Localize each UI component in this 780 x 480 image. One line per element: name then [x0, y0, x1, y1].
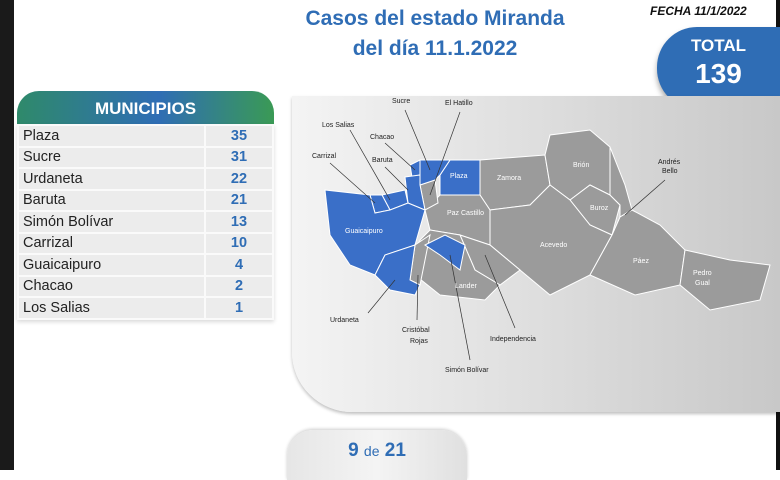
map-label-los-salias: Los Salias	[322, 122, 355, 129]
map-label-sucre: Sucre	[392, 98, 410, 105]
table-row: Chacao 2	[19, 276, 272, 296]
municipio-cases: 2	[206, 276, 272, 296]
map-label-andres-bello-1: Andrés	[658, 159, 681, 166]
map-label-paez: Páez	[633, 258, 649, 265]
map-label-buroz: Buroz	[590, 205, 609, 212]
map-label-plaza: Plaza	[450, 173, 468, 180]
date-label: FECHA 11/1/2022	[650, 4, 747, 18]
table-row: Baruta 21	[19, 190, 272, 210]
region-guaicaipuro[interactable]	[324, 189, 426, 276]
municipio-name: Chacao	[19, 276, 204, 296]
title-line-1: Casos del estado Miranda	[305, 7, 565, 30]
region-pedro-gual[interactable]	[679, 249, 771, 311]
region-chacao[interactable]	[409, 159, 421, 178]
table-row: Simón Bolívar 13	[19, 212, 272, 232]
page-separator: de	[363, 443, 380, 459]
municipio-name: Carrizal	[19, 233, 204, 253]
map-label-cristobal-rojas-2: Rojas	[410, 338, 428, 345]
map-label-urdaneta: Urdaneta	[330, 317, 359, 324]
municipio-name: Baruta	[19, 190, 204, 210]
map-label-pedro-gual-1: Pedro	[693, 270, 712, 277]
municipio-name: Plaza	[19, 126, 204, 146]
total-value: 139	[695, 58, 742, 89]
map-label-simon-bolivar: Simón Bolívar	[445, 367, 489, 374]
map-label-guaicaipuro: Guaicaipuro	[345, 228, 383, 235]
municipio-cases: 21	[206, 190, 272, 210]
map-label-chacao: Chacao	[370, 134, 394, 141]
map-label-acevedo: Acevedo	[540, 242, 567, 249]
map-label-pedro-gual-2: Gual	[695, 280, 710, 287]
map-label-cristobal-rojas-1: Cristóbal	[402, 327, 430, 334]
municipio-name: Simón Bolívar	[19, 212, 204, 232]
total-badge: TOTAL 139	[657, 27, 780, 109]
title-line-2: del día 11.1.2022	[352, 37, 518, 60]
map-label-andres-bello-2: Bello	[662, 168, 678, 175]
municipio-cases: 1	[206, 298, 272, 318]
map-label-zamora: Zamora	[497, 175, 521, 182]
page-current: 9	[348, 440, 359, 461]
page-total: 21	[384, 440, 406, 461]
municipio-cases: 4	[206, 255, 272, 275]
table-row: Plaza 35	[19, 126, 272, 146]
map-label-carrizal: Carrizal	[312, 153, 337, 160]
table-row: Urdaneta 22	[19, 169, 272, 189]
total-label: TOTAL	[690, 36, 747, 55]
map-label-el-hatillo: El Hatillo	[445, 100, 473, 107]
municipio-name: Guaicaipuro	[19, 255, 204, 275]
table-row: Sucre 31	[19, 147, 272, 167]
pagination: 9 de 21	[287, 430, 467, 480]
municipio-cases: 31	[206, 147, 272, 167]
municipio-cases: 10	[206, 233, 272, 253]
leader-lines	[329, 109, 666, 361]
table-row: Los Salias 1	[19, 298, 272, 318]
municipio-cases: 35	[206, 126, 272, 146]
municipio-name: Sucre	[19, 147, 204, 167]
region-simon-bolivar[interactable]	[424, 234, 466, 271]
municipios-heading: MUNICIPIOS	[17, 91, 274, 124]
municipios-table: Plaza 35 Sucre 31 Urdaneta 22 Baruta 21 Simón Bo…	[17, 124, 274, 320]
region-urdaneta[interactable]	[374, 244, 421, 296]
window-edge-left	[0, 0, 14, 470]
table-row: Carrizal 10	[19, 233, 272, 253]
page-title: Casos del estado Miranda del día 11.1.20…	[280, 4, 590, 64]
map-label-independencia: Independencia	[490, 336, 536, 343]
municipio-cases: 13	[206, 212, 272, 232]
miranda-map: Sucre El Hatillo Los Salias Chacao Carrizal B…	[312, 98, 771, 374]
municipio-name: Urdaneta	[19, 169, 204, 189]
map-label-baruta: Baruta	[372, 157, 393, 164]
map-label-paz-castillo: Paz Castillo	[447, 210, 484, 217]
municipio-cases: 22	[206, 169, 272, 189]
map-label-brion: Brión	[573, 162, 589, 169]
map-label-lander: Lander	[455, 283, 477, 290]
municipio-name: Los Salias	[19, 298, 204, 318]
table-row: Guaicaipuro 4	[19, 255, 272, 275]
